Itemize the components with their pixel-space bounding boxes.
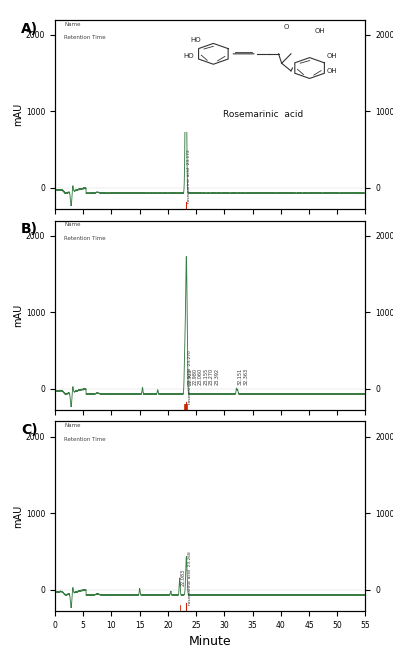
Text: 32.151
32.363: 32.151 32.363 (238, 368, 248, 385)
Y-axis label: mAU: mAU (13, 103, 23, 126)
Text: rosemarinic acid  23.270: rosemarinic acid 23.270 (188, 350, 192, 404)
Text: rosemarinic acid  23.172: rosemarinic acid 23.172 (187, 149, 191, 203)
Text: O: O (284, 24, 289, 30)
Text: OH: OH (327, 68, 337, 74)
Text: Name: Name (64, 223, 81, 227)
Text: Retention Time: Retention Time (64, 35, 106, 40)
Text: Name: Name (64, 22, 81, 26)
Text: rosemarinic acid  23.268: rosemarinic acid 23.268 (188, 551, 192, 605)
Text: HO: HO (190, 37, 201, 43)
Text: B): B) (21, 223, 38, 237)
Text: Rosemarinic  acid: Rosemarinic acid (223, 110, 303, 119)
Text: Retention Time: Retention Time (64, 437, 106, 442)
Text: OH: OH (327, 53, 337, 58)
Text: 22.083: 22.083 (181, 569, 186, 586)
Y-axis label: mAU: mAU (13, 505, 23, 528)
Text: C): C) (21, 423, 37, 438)
X-axis label: Minute: Minute (189, 635, 231, 648)
Text: Retention Time: Retention Time (64, 236, 106, 240)
Text: HO: HO (184, 53, 195, 58)
Text: Name: Name (64, 423, 81, 428)
Text: 22.922
22.980
23.060
23.155
23.270
23.392: 22.922 22.980 23.060 23.155 23.270 23.39… (187, 368, 219, 385)
Text: A): A) (21, 22, 38, 35)
Y-axis label: mAU: mAU (13, 304, 23, 327)
Text: OH: OH (314, 28, 325, 34)
FancyBboxPatch shape (170, 24, 356, 131)
